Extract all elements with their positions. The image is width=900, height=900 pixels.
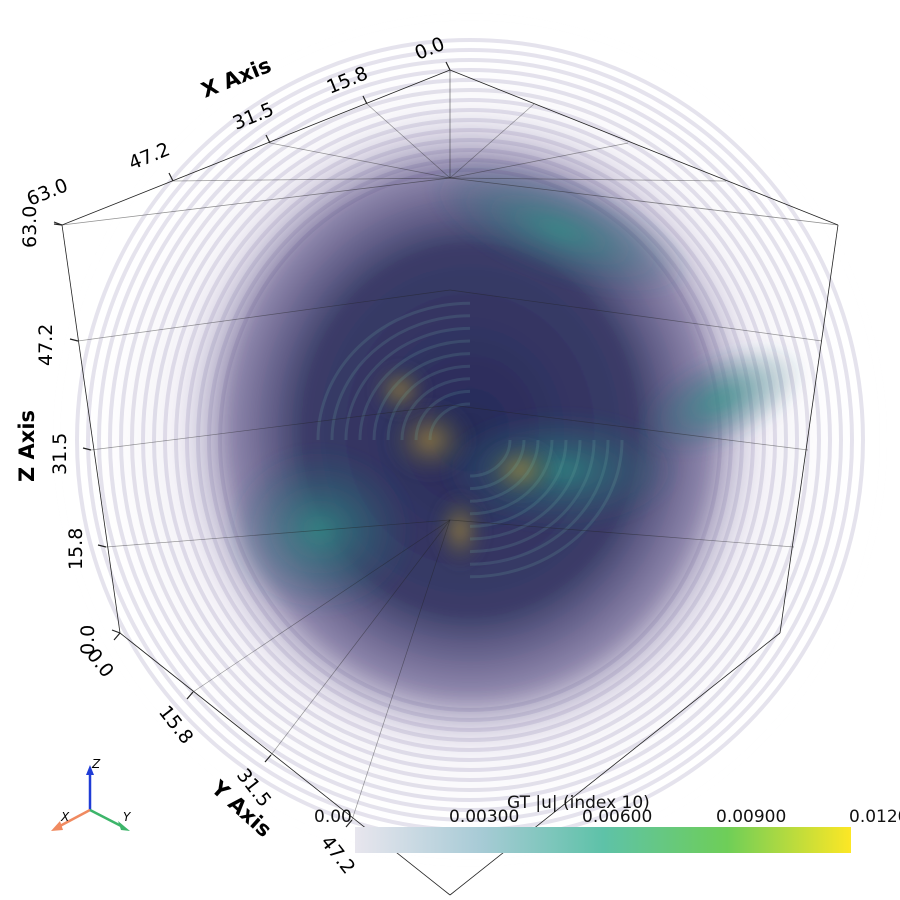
z-tick-label: 47.2 bbox=[35, 324, 57, 366]
z-tick-label: 63.0 bbox=[19, 206, 41, 248]
colorbar-tick-label: 0.0120 bbox=[849, 807, 900, 827]
triad-z-label: Z bbox=[91, 757, 101, 771]
y-tick-label: 47.2 bbox=[316, 832, 359, 879]
colorbar-tick-label: 0.00 bbox=[314, 807, 352, 827]
z-axis-title: Z Axis bbox=[15, 410, 39, 482]
colorbar-tick-label: 0.00600 bbox=[582, 807, 652, 827]
x-tick-label: 63.0 bbox=[24, 174, 71, 210]
z-tick-label: 15.8 bbox=[65, 528, 87, 570]
colorbar-tick-label: 0.00300 bbox=[449, 807, 519, 827]
z-tick-label: 0.0 bbox=[77, 625, 99, 655]
x-tick-label: 47.2 bbox=[126, 138, 173, 174]
z-axis: 0.0 15.8 31.5 47.2 63.0 Z Axis bbox=[15, 206, 99, 655]
colorbar-tick-label: 0.00900 bbox=[716, 807, 786, 827]
triad-y-label: Y bbox=[123, 810, 132, 824]
z-arrow-icon bbox=[86, 765, 94, 775]
z-tick-label: 31.5 bbox=[49, 433, 71, 475]
colorbar-gradient bbox=[355, 827, 851, 853]
volume-render bbox=[70, 30, 870, 850]
orientation-triad[interactable]: Z X Y bbox=[51, 757, 132, 831]
y-arrow-icon bbox=[118, 821, 130, 831]
triad-x-label: X bbox=[60, 810, 70, 824]
x-arrow-icon bbox=[51, 821, 63, 831]
colorbar: GT |u| (index 10) 0.00 0.00300 0.00600 0… bbox=[314, 793, 900, 853]
colorbar-title: GT |u| (index 10) bbox=[507, 793, 650, 813]
